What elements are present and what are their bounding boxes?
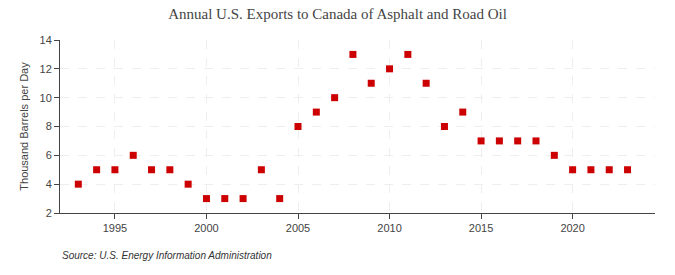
svg-text:2015: 2015 (469, 222, 493, 234)
svg-text:12: 12 (40, 63, 52, 75)
svg-text:2020: 2020 (560, 222, 584, 234)
svg-text:6: 6 (46, 149, 52, 161)
svg-text:14: 14 (40, 34, 52, 46)
svg-text:8: 8 (46, 120, 52, 132)
svg-text:2: 2 (46, 207, 52, 219)
svg-text:Source: U.S. Energy Informatio: Source: U.S. Energy Information Administ… (62, 250, 272, 261)
svg-text:2000: 2000 (194, 222, 218, 234)
svg-text:Thousand Barrels per Day: Thousand Barrels per Day (18, 62, 30, 191)
svg-text:1995: 1995 (103, 222, 127, 234)
svg-text:2010: 2010 (377, 222, 401, 234)
svg-text:Annual U.S. Exports to Canada: Annual U.S. Exports to Canada of Asphalt… (168, 6, 507, 22)
svg-text:2005: 2005 (286, 222, 310, 234)
svg-text:4: 4 (46, 178, 52, 190)
svg-text:10: 10 (40, 92, 52, 104)
